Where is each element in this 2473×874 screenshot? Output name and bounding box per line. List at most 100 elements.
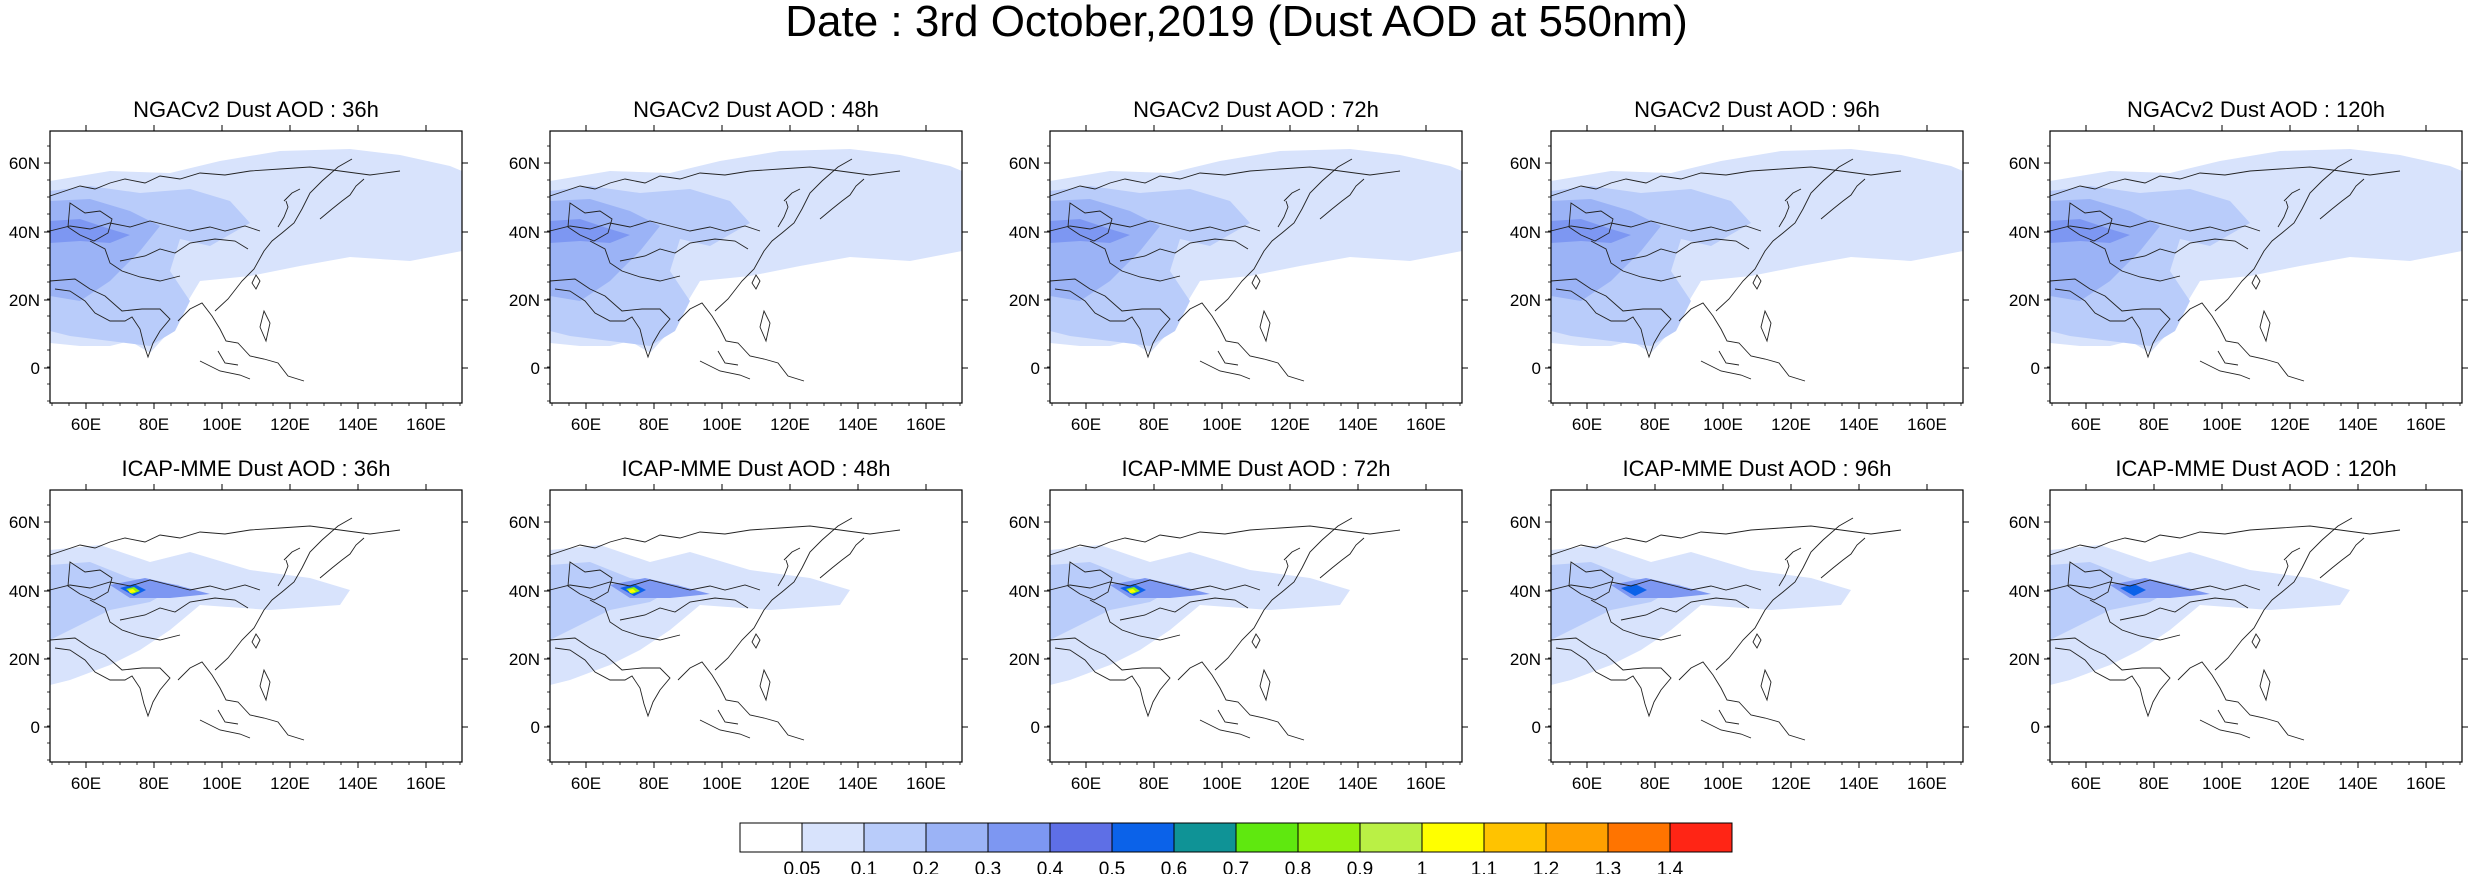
lat-tick-label: 20N: [9, 650, 40, 669]
lon-tick-label: 120E: [2270, 774, 2310, 793]
lat-tick-label: 20N: [1510, 291, 1541, 310]
colorbar-swatch: [739, 822, 803, 853]
colorbar-swatch: [1049, 822, 1113, 853]
colorbar-swatch: [1483, 822, 1547, 853]
colorbar-label: 0.6: [1161, 859, 1187, 874]
lon-tick-label: 80E: [639, 415, 669, 434]
lon-tick-label: 60E: [1572, 774, 1602, 793]
lon-tick-label: 100E: [1202, 774, 1242, 793]
lon-tick-label: 140E: [1839, 774, 1879, 793]
lat-tick-label: 0: [1532, 359, 1541, 378]
colorbar-swatch: [1173, 822, 1237, 853]
colorbar-label: 0.7: [1223, 859, 1249, 874]
lon-tick-label: 100E: [1703, 415, 1743, 434]
colorbar-swatch: [987, 822, 1051, 853]
dust-aod-field: [1621, 584, 1647, 596]
colorbar-swatch: [1359, 822, 1423, 853]
lon-tick-label: 80E: [639, 774, 669, 793]
lon-tick-label: 120E: [1771, 415, 1811, 434]
lon-tick-label: 80E: [1139, 774, 1169, 793]
lon-tick-label: 140E: [338, 415, 378, 434]
lon-tick-label: 140E: [1839, 415, 1879, 434]
dust-aod-field: [1551, 219, 1631, 243]
lat-tick-label: 40N: [1009, 223, 1040, 242]
lon-tick-label: 160E: [406, 415, 446, 434]
lon-tick-label: 60E: [1071, 415, 1101, 434]
lon-tick-label: 80E: [139, 774, 169, 793]
lon-tick-label: 100E: [2202, 415, 2242, 434]
lon-tick-label: 140E: [2338, 774, 2378, 793]
lon-tick-label: 160E: [1406, 774, 1446, 793]
panel-title: NGACv2 Dust AOD : 96h: [1634, 97, 1880, 122]
dust-aod-field: [1050, 219, 1130, 243]
colorbar-swatch: [1669, 822, 1733, 853]
lat-tick-label: 40N: [9, 582, 40, 601]
lat-tick-label: 20N: [1510, 650, 1541, 669]
lon-tick-label: 160E: [1907, 774, 1947, 793]
lon-tick-label: 140E: [1338, 415, 1378, 434]
lon-tick-label: 60E: [571, 774, 601, 793]
lat-tick-label: 60N: [2009, 154, 2040, 173]
lat-tick-label: 0: [1031, 718, 1040, 737]
lat-tick-label: 60N: [1510, 513, 1541, 532]
panel-title: NGACv2 Dust AOD : 48h: [633, 97, 879, 122]
lat-tick-label: 40N: [2009, 582, 2040, 601]
lat-tick-label: 0: [31, 359, 40, 378]
lat-tick-label: 20N: [2009, 650, 2040, 669]
colorbar-label: 1.3: [1595, 859, 1621, 874]
lat-tick-label: 0: [531, 718, 540, 737]
lon-tick-label: 80E: [139, 415, 169, 434]
lon-tick-label: 60E: [71, 415, 101, 434]
colorbar-swatch: [1111, 822, 1175, 853]
lon-tick-label: 160E: [1907, 415, 1947, 434]
lon-tick-label: 60E: [2071, 774, 2101, 793]
lon-tick-label: 140E: [338, 774, 378, 793]
dust-aod-field: [50, 219, 130, 243]
colorbar-swatch: [863, 822, 927, 853]
dust-aod-field: [2050, 219, 2130, 243]
dust-aod-field: [550, 219, 630, 243]
lat-tick-label: 40N: [509, 223, 540, 242]
map-panel-icap-mme-3: ICAP-MME Dust AOD : 96h 60N 40N 20N 0 60E 80E 1…: [1510, 456, 1969, 793]
lon-tick-label: 60E: [71, 774, 101, 793]
lat-tick-label: 20N: [1009, 291, 1040, 310]
lon-tick-label: 160E: [1406, 415, 1446, 434]
lon-tick-label: 120E: [770, 774, 810, 793]
lon-tick-label: 120E: [270, 415, 310, 434]
panel-title: ICAP-MME Dust AOD : 96h: [1623, 456, 1892, 481]
lat-tick-label: 0: [531, 359, 540, 378]
lon-tick-label: 100E: [202, 415, 242, 434]
colorbar-swatch: [1421, 822, 1485, 853]
map-panel-icap-mme-1: ICAP-MME Dust AOD : 48h 60N 40N 20N 0 60E 80E 1…: [509, 456, 968, 793]
lat-tick-label: 20N: [2009, 291, 2040, 310]
lon-tick-label: 120E: [1270, 774, 1310, 793]
panel-title: ICAP-MME Dust AOD : 48h: [622, 456, 891, 481]
lat-tick-label: 60N: [2009, 513, 2040, 532]
lat-tick-label: 60N: [9, 154, 40, 173]
lon-tick-label: 60E: [571, 415, 601, 434]
map-panel-ngacv2-2: NGACv2 Dust AOD : 72h 60N 40N 20N 0 60E 80E 100…: [1009, 97, 1468, 434]
colorbar-label: 1.1: [1471, 859, 1497, 874]
lat-tick-label: 60N: [1009, 513, 1040, 532]
lat-tick-label: 60N: [9, 513, 40, 532]
lon-tick-label: 60E: [1572, 415, 1602, 434]
colorbar-swatch: [925, 822, 989, 853]
colorbar-label: 0.1: [851, 859, 877, 874]
colorbar-label: 0.05: [784, 859, 821, 874]
lon-tick-label: 160E: [406, 774, 446, 793]
colorbar-swatch: [801, 822, 865, 853]
lon-tick-label: 80E: [1640, 774, 1670, 793]
lon-tick-label: 160E: [906, 774, 946, 793]
lat-tick-label: 40N: [509, 582, 540, 601]
lat-tick-label: 40N: [1009, 582, 1040, 601]
colorbar-label: 1.4: [1657, 859, 1684, 874]
lat-tick-label: 20N: [509, 650, 540, 669]
lon-tick-label: 80E: [1139, 415, 1169, 434]
lon-tick-label: 120E: [1270, 415, 1310, 434]
map-panel-ngacv2-4: NGACv2 Dust AOD : 120h 60N 40N 20N 0 60E 80E 10…: [2009, 97, 2468, 434]
lon-tick-label: 100E: [202, 774, 242, 793]
lon-tick-label: 160E: [2406, 415, 2446, 434]
map-panel-ngacv2-0: NGACv2 Dust AOD : 36h 60N 40N 20N 0 60E 80E 100…: [9, 97, 468, 434]
lat-tick-label: 0: [2031, 359, 2040, 378]
